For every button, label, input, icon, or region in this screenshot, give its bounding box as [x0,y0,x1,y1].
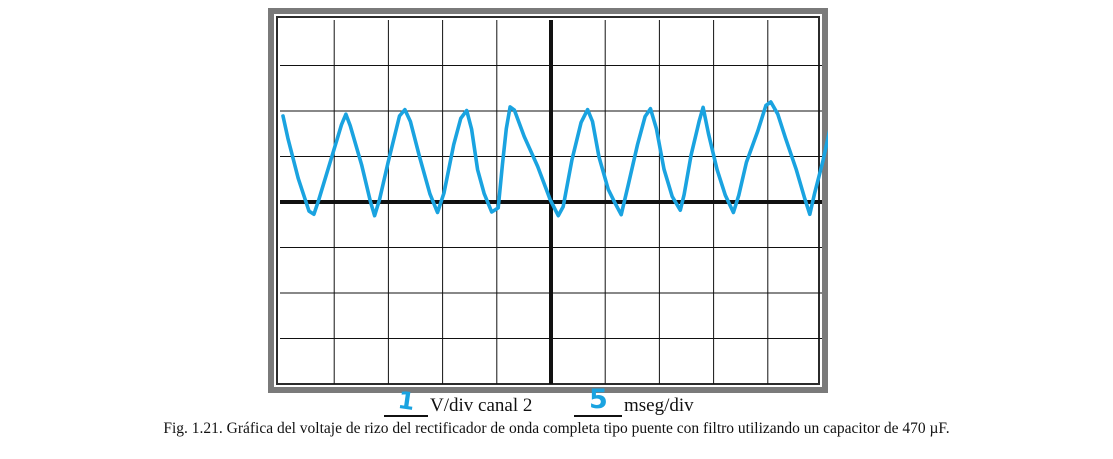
volts-per-div-blank [384,415,428,417]
oscilloscope-screen [268,8,854,398]
time-per-div-blank [574,415,622,417]
volts-per-div-value: 1 [396,385,417,417]
oscilloscope-plot [268,8,854,393]
time-per-div-label: mseg/div [624,395,694,416]
ripple-voltage-trace [281,96,854,218]
figure-caption: Fig. 1.21. Gráfica del voltaje de rizo d… [163,420,950,437]
time-per-div-value: 5 [589,384,608,415]
scale-settings: 1 V/div canal 2 5 mseg/div [0,384,1113,417]
volts-per-div-label: V/div canal 2 [430,395,533,416]
waveform-trace [281,96,854,218]
